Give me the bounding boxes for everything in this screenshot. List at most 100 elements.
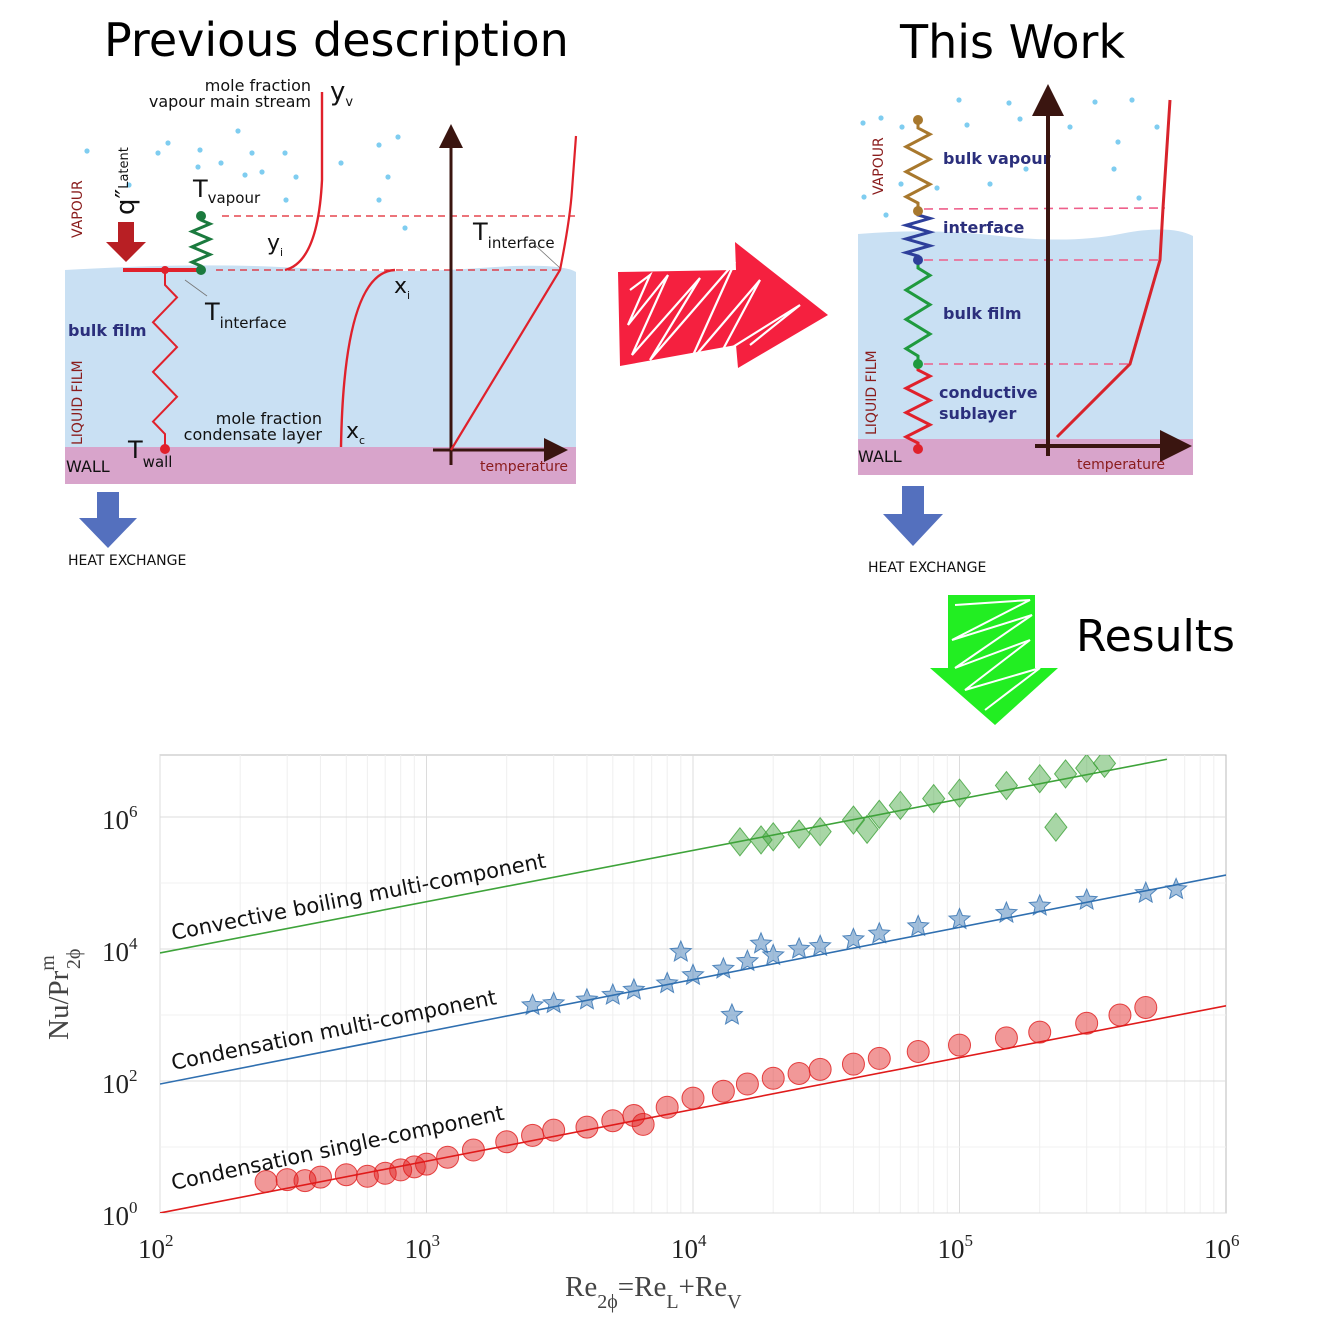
droplet xyxy=(235,128,241,134)
droplet xyxy=(385,174,391,180)
grid xyxy=(159,755,1226,1214)
data-point-star xyxy=(867,921,891,944)
data-point-circle xyxy=(495,1130,519,1154)
bulk-film-spring xyxy=(903,260,933,364)
layer-sublayer: sublayer xyxy=(939,404,1016,423)
interface-spring xyxy=(900,211,936,260)
droplet xyxy=(883,212,889,218)
data-point-diamond xyxy=(922,783,946,814)
data-point-circle xyxy=(334,1163,358,1187)
previous-description-panel: Previous description VAPOUR LIQUID FILM … xyxy=(65,13,578,569)
layer-bulk-vapour: bulk vapour xyxy=(943,149,1051,168)
data-point-star xyxy=(655,971,679,994)
xc-label: xc xyxy=(346,419,365,447)
t-vapour-label: Tvapour xyxy=(192,175,261,207)
data-point-star xyxy=(761,943,785,966)
data-point-diamond xyxy=(867,799,891,830)
temperature-profile-curve xyxy=(450,135,578,451)
data-point-circle xyxy=(906,1039,930,1063)
droplet xyxy=(282,150,288,156)
droplet xyxy=(376,197,382,203)
droplet xyxy=(1092,99,1098,105)
droplet xyxy=(987,181,993,187)
dashed-guide xyxy=(923,207,1166,210)
data-point-circle xyxy=(1108,1003,1132,1027)
heat-exchange-label: HEAT EXCHANGE xyxy=(68,553,186,569)
droplet xyxy=(293,174,299,180)
t-interface-label: Tinterface xyxy=(204,298,287,332)
droplet xyxy=(1006,100,1012,106)
data-point-star xyxy=(841,927,866,950)
node xyxy=(913,206,923,216)
node xyxy=(913,115,923,125)
yi-label: yi xyxy=(267,231,283,259)
fit-line xyxy=(160,758,1168,954)
droplet xyxy=(934,185,940,191)
data-point-star xyxy=(720,1002,744,1025)
data-point-star xyxy=(601,982,625,1006)
vapour-label: VAPOUR xyxy=(871,137,887,195)
data-point-star xyxy=(947,907,972,930)
droplet xyxy=(964,122,970,128)
data-point-star xyxy=(749,931,773,954)
fit-line xyxy=(160,874,1226,1085)
liquid-film-region xyxy=(65,265,576,447)
node xyxy=(913,255,923,265)
droplet xyxy=(218,160,224,166)
data-point-circle xyxy=(308,1165,332,1189)
droplet xyxy=(898,181,904,187)
node xyxy=(913,359,923,369)
data-point-star xyxy=(735,948,760,972)
x-tick-label: 104 xyxy=(671,1231,707,1264)
data-point-circle xyxy=(575,1115,599,1139)
data-point-circle xyxy=(1134,995,1158,1019)
panel-title-previous: Previous description xyxy=(104,13,569,67)
layer-interface: interface xyxy=(943,218,1025,237)
data-point-star xyxy=(681,962,705,986)
heat-exchange-arrow-icon xyxy=(79,492,137,548)
temperature-profile-curve xyxy=(1055,99,1172,439)
bulk-film-label: bulk film xyxy=(68,321,147,340)
data-point-circle xyxy=(681,1086,705,1110)
y-axis-label: Nu/Prm 2ϕ xyxy=(37,949,85,1040)
vapour-node xyxy=(196,211,206,221)
y-tick-label: 104 xyxy=(102,934,138,967)
droplet xyxy=(283,197,289,203)
data-point-star xyxy=(541,991,566,1014)
liquid-film-label: LIQUID FILM xyxy=(864,350,880,435)
y-tick-label: 100 xyxy=(102,1198,138,1231)
data-point-circle xyxy=(293,1169,317,1193)
layer-bulk-film: bulk film xyxy=(943,304,1022,323)
data-point-circle xyxy=(735,1072,759,1096)
x-tick-label: 103 xyxy=(405,1231,441,1264)
vapour-droplets xyxy=(860,97,1160,218)
droplet xyxy=(165,140,171,146)
data-point-circle xyxy=(841,1052,865,1076)
data-point-circle xyxy=(373,1161,397,1185)
y-tick-label: 102 xyxy=(102,1066,138,1099)
data-point-diamond xyxy=(1053,759,1078,789)
node xyxy=(913,444,923,454)
liquid-film-label: LIQUID FILM xyxy=(70,360,86,445)
wall-node xyxy=(160,444,170,454)
droplet xyxy=(1115,139,1121,145)
wall-region xyxy=(65,447,576,484)
droplet xyxy=(126,182,132,188)
data-point-circle xyxy=(415,1152,438,1176)
data-point-circle xyxy=(389,1158,413,1182)
droplet xyxy=(395,134,401,140)
data-point-circle xyxy=(436,1145,460,1169)
leader-line xyxy=(534,244,561,269)
transition-arrow-icon xyxy=(618,242,828,368)
mole-fraction-vapour-label: mole fraction vapour main stream xyxy=(149,76,311,111)
results-arrow-icon xyxy=(930,595,1058,725)
liquid-mole-fraction-curve xyxy=(339,268,396,448)
x-tick-label: 102 xyxy=(138,1231,174,1264)
droplet xyxy=(956,97,962,103)
droplet xyxy=(1136,195,1142,201)
temperature-axis-label: temperature xyxy=(1077,457,1165,473)
data-point-star xyxy=(711,956,736,979)
